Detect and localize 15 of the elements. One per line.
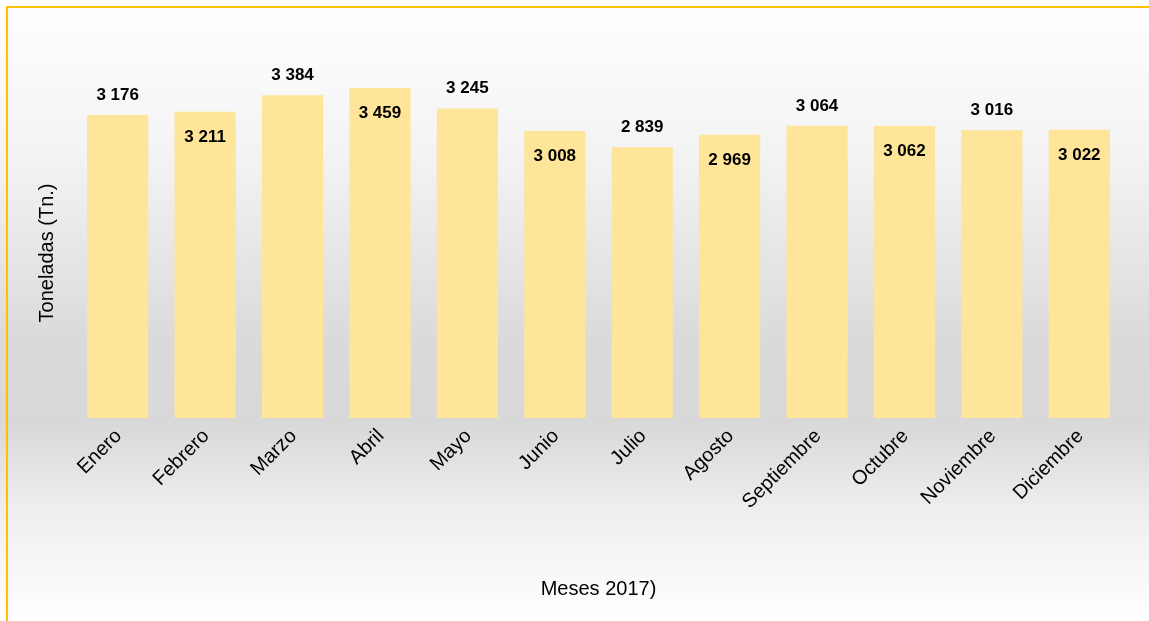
data-label: 2 839 <box>620 117 664 137</box>
data-label: 3 384 <box>271 65 315 85</box>
x-axis-title: Meses 2017) <box>540 577 657 599</box>
data-label: 3 245 <box>446 78 489 98</box>
data-label: 3 062 <box>883 140 926 160</box>
data-label: 3 064 <box>795 95 839 115</box>
data-label: 2 969 <box>708 149 751 169</box>
data-label: 3 008 <box>533 146 577 166</box>
x-tick-label: Julio <box>605 424 650 469</box>
data-label: 3 211 <box>184 126 226 146</box>
data-label: 3 459 <box>358 103 402 122</box>
y-axis-title: Toneladas (Tn.) <box>35 183 57 323</box>
data-label: 3 176 <box>96 85 139 104</box>
data-label: 3 016 <box>970 100 1014 120</box>
data-label: 3 022 <box>1058 144 1101 164</box>
